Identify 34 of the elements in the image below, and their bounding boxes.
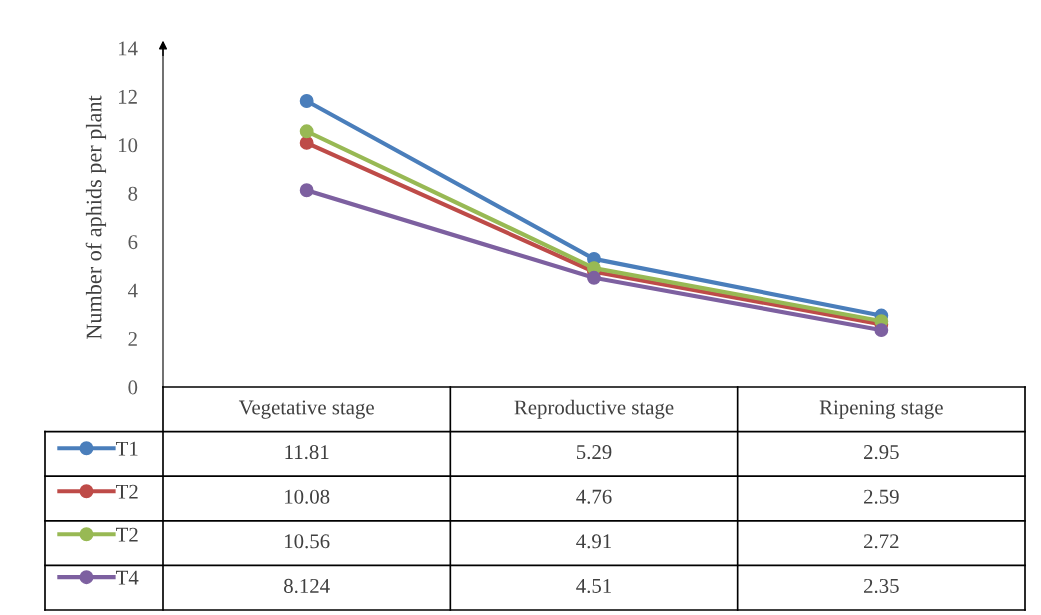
y-tick-label: 2 <box>128 332 137 346</box>
legend-label: T2 <box>116 484 138 499</box>
x-tick-label: Vegetative stage <box>238 400 374 419</box>
data-label: 4.91 <box>576 534 611 549</box>
y-tick-label: 14 <box>119 41 138 56</box>
x-tick-label: Reproductive stage <box>514 399 674 419</box>
point <box>874 323 889 338</box>
x-tick-label: Ripening stage <box>819 400 943 419</box>
data-label: 4.76 <box>576 489 612 504</box>
point <box>299 94 314 108</box>
legend-label: T4 <box>116 570 139 585</box>
y-tick-label: 12 <box>119 89 137 104</box>
point <box>299 183 314 198</box>
data-label: 4.51 <box>576 578 611 594</box>
data-label: 2.59 <box>864 489 899 504</box>
y-tick-label: 8 <box>128 186 138 201</box>
data-label: 10.08 <box>285 489 330 504</box>
y-tick-label: 4 <box>127 283 138 298</box>
data-label: 8.124 <box>284 578 330 594</box>
data-label: 10.56 <box>285 534 330 549</box>
data-label: 2.72 <box>864 534 899 549</box>
legend-label: T2 <box>116 527 138 542</box>
data-label: 5.29 <box>576 445 612 460</box>
point <box>299 124 314 139</box>
y-tick-label: 10 <box>119 138 138 153</box>
data-label: 11.81 <box>285 445 329 460</box>
y-tick-label: 6 <box>128 235 138 250</box>
y-axis-title: Number of aphids per plant <box>85 95 107 340</box>
legend-label: T1 <box>116 441 138 456</box>
point <box>587 270 601 285</box>
point <box>299 135 314 150</box>
data-label: 2.35 <box>864 578 899 594</box>
data-label: 2.95 <box>864 445 899 460</box>
y-tick-label: 0 <box>128 380 138 395</box>
